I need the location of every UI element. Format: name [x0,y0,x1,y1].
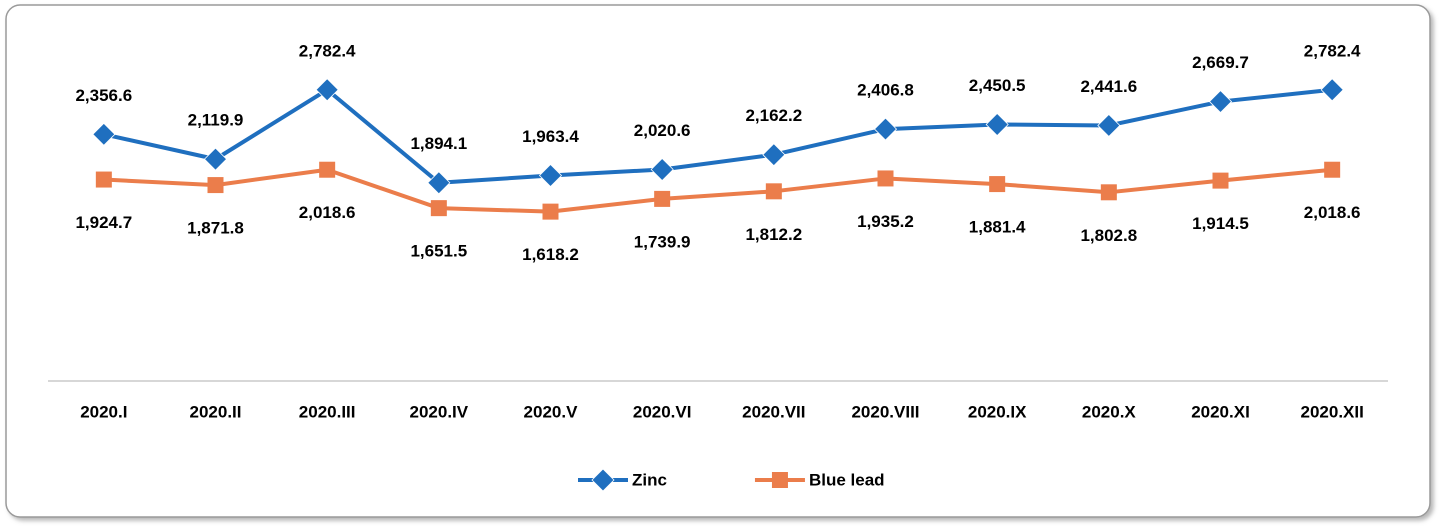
data-label: 1,914.5 [1192,214,1249,233]
series-line [103,87,1333,185]
x-tick-label: 2020.III [299,402,356,421]
data-point [877,170,894,187]
data-point [1324,161,1341,178]
legend-label: Zinc [632,470,667,489]
data-point [430,200,447,217]
data-label: 1,935.2 [857,212,914,231]
data-label: 2,356.6 [75,86,132,105]
data-point [315,78,339,102]
legend-marker [591,468,615,492]
x-tick-label: 2020.IV [410,402,469,421]
x-tick-label: 2020.IX [968,402,1027,421]
x-tick-label: 2020.VIII [851,402,919,421]
data-label: 1,894.1 [410,134,467,153]
data-label: 1,871.8 [187,219,244,238]
x-tick-label: 2020.X [1082,402,1137,421]
data-point [203,147,228,171]
data-point [542,203,559,220]
data-label: 1,881.4 [969,218,1026,237]
data-point [762,143,786,167]
data-label: 1,812.2 [745,225,802,244]
data-label: 1,651.5 [410,242,467,261]
legend-marker [771,472,788,488]
data-label: 2,020.6 [634,121,691,140]
data-label: 2,162.2 [745,106,802,125]
data-point [92,122,116,146]
legend-label: Blue lead [809,470,885,489]
data-label: 2,782.4 [1304,41,1361,60]
chart-frame [5,4,1431,518]
data-point [650,157,674,182]
data-label: 2,119.9 [188,111,244,130]
x-tick-label: 2020.I [80,402,127,421]
data-point [538,163,563,188]
data-label: 1,802.8 [1080,226,1137,245]
data-point [654,190,671,207]
data-label: 2,018.6 [299,203,356,222]
data-point [1208,90,1233,114]
data-label: 1,924.7 [75,213,132,232]
x-tick-label: 2020.VII [742,402,805,421]
data-label: 2,782.4 [299,41,356,60]
x-tick-label: 2020.V [524,402,579,421]
data-point [95,171,112,188]
data-label: 2,018.6 [1304,203,1361,222]
data-point [1097,113,1121,138]
x-tick-label: 2020.II [190,402,242,421]
data-point [989,176,1006,193]
data-point [1212,172,1229,189]
data-point [319,161,336,178]
data-point [1100,184,1117,201]
data-point [873,117,898,141]
x-tick-label: 2020.VI [633,402,692,421]
data-point [427,171,451,195]
data-label: 2,450.5 [969,76,1026,95]
data-label: 1,618.2 [522,245,579,264]
data-label: 2,406.8 [857,81,914,100]
series-line [103,167,1333,214]
data-point [207,177,224,194]
data-label: 1,963.4 [522,127,579,146]
x-tick-label: 2020.XII [1301,402,1364,421]
data-point [1320,78,1344,102]
x-tick-label: 2020.XI [1191,402,1250,421]
data-point [985,112,1009,137]
data-label: 1,739.9 [634,232,691,251]
data-point [765,183,782,200]
data-label: 2,669.7 [1192,53,1249,72]
data-label: 2,441.6 [1080,77,1137,96]
